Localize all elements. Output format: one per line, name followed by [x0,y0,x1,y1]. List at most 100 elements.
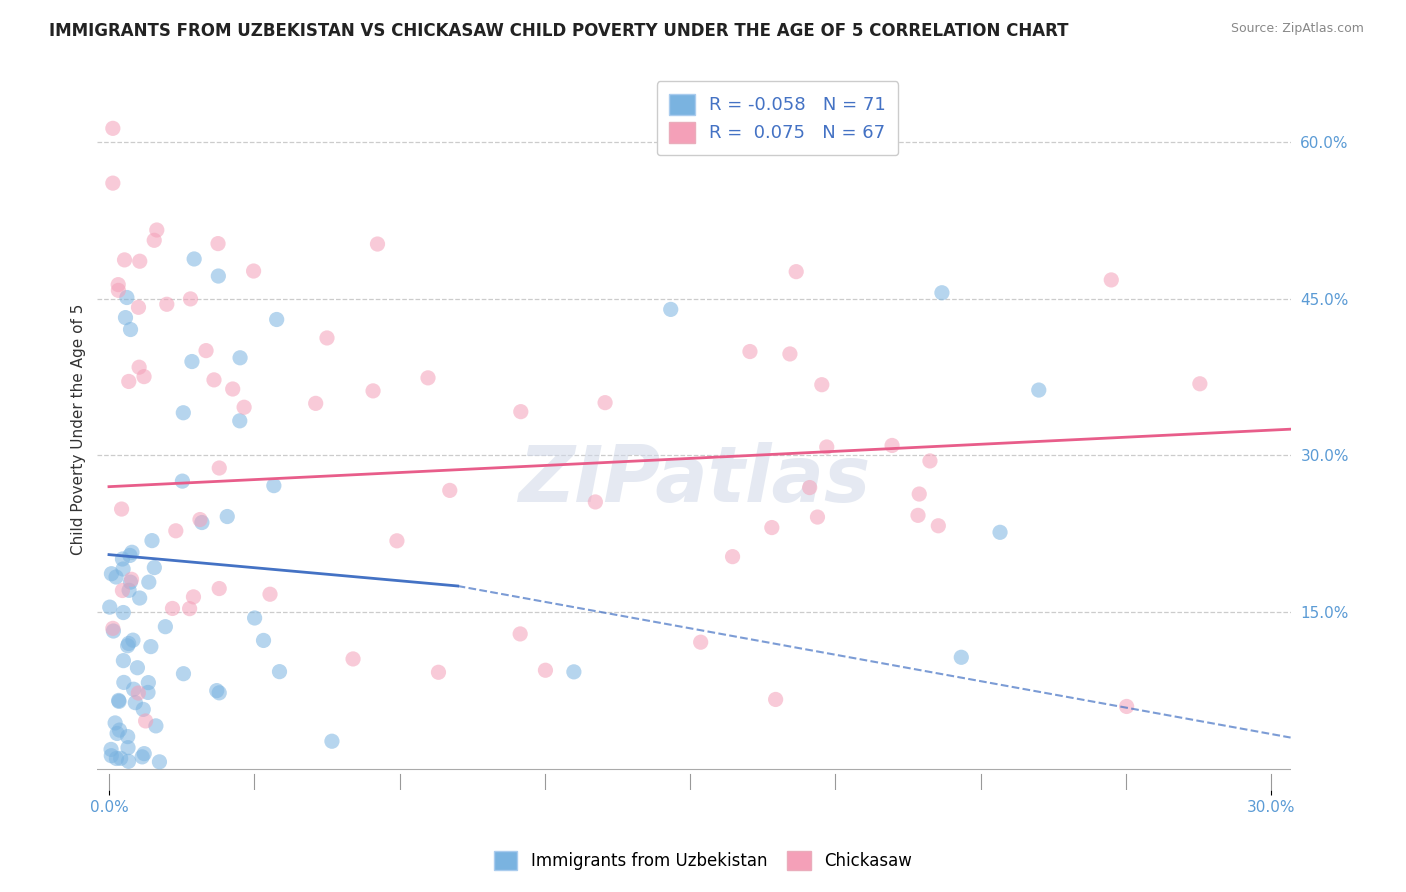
Point [112,654,135,668]
Point [202,373,225,387]
Point [562,665,585,679]
Point [104,715,127,730]
Point [208,686,231,700]
Point [127,301,149,315]
Point [132,702,155,716]
Point [243,611,266,625]
Point [105,751,128,765]
Point [269,665,291,679]
Point [145,719,167,733]
Point [101,621,124,635]
Point [179,601,201,615]
Y-axis label: Child Poverty Under the Age of 5: Child Poverty Under the Age of 5 [72,303,86,555]
Point [172,406,194,420]
Point [131,749,153,764]
Point [222,382,245,396]
Point [179,292,201,306]
Point [242,264,264,278]
Point [141,533,163,548]
Point [138,575,160,590]
Point [98,600,121,615]
Point [105,726,128,740]
Point [208,582,231,596]
Point [927,518,949,533]
Point [305,396,328,410]
Point [103,624,125,638]
Point [1028,383,1050,397]
Point [815,440,838,454]
Point [1099,273,1122,287]
Point [100,742,122,756]
Point [118,583,141,598]
Point [121,545,143,559]
Point [117,639,139,653]
Point [229,414,252,428]
Point [191,516,214,530]
Legend: R = -0.058   N = 71, R =  0.075   N = 67: R = -0.058 N = 71, R = 0.075 N = 67 [657,81,898,155]
Point [217,509,239,524]
Point [128,360,150,375]
Point [122,682,145,697]
Point [138,675,160,690]
Point [427,665,450,680]
Point [229,351,252,365]
Point [811,377,834,392]
Point [101,121,124,136]
Point [181,354,204,368]
Point [361,384,384,398]
Point [120,575,142,590]
Point [132,369,155,384]
Point [100,748,122,763]
Point [689,635,711,649]
Point [1115,699,1137,714]
Point [114,252,136,267]
Point [134,747,156,761]
Point [111,583,134,598]
Point [385,533,408,548]
Point [172,666,194,681]
Point [659,302,682,317]
Point [127,661,149,675]
Point [266,312,288,326]
Legend: Immigrants from Uzbekistan, Chickasaw: Immigrants from Uzbekistan, Chickasaw [488,844,918,877]
Point [117,740,139,755]
Point [188,512,211,526]
Point [108,723,131,738]
Point [907,508,929,523]
Point [208,461,231,475]
Point [136,685,159,699]
Point [1188,376,1211,391]
Point [342,652,364,666]
Point [139,640,162,654]
Point [165,524,187,538]
Point [108,694,131,708]
Point [156,297,179,311]
Point [162,601,184,615]
Point [207,268,229,283]
Point [128,591,150,605]
Point [124,696,146,710]
Point [107,277,129,292]
Point [146,223,169,237]
Point [112,675,135,690]
Point [366,237,388,252]
Point [121,572,143,586]
Point [183,252,205,266]
Point [128,254,150,268]
Point [148,755,170,769]
Point [118,549,141,563]
Point [195,343,218,358]
Point [918,454,941,468]
Point [207,236,229,251]
Point [155,620,177,634]
Point [416,371,439,385]
Point [112,606,135,620]
Point [115,291,138,305]
Point [880,438,903,452]
Point [127,686,149,700]
Point [143,233,166,247]
Point [252,633,274,648]
Point [799,481,821,495]
Point [316,331,339,345]
Point [100,566,122,581]
